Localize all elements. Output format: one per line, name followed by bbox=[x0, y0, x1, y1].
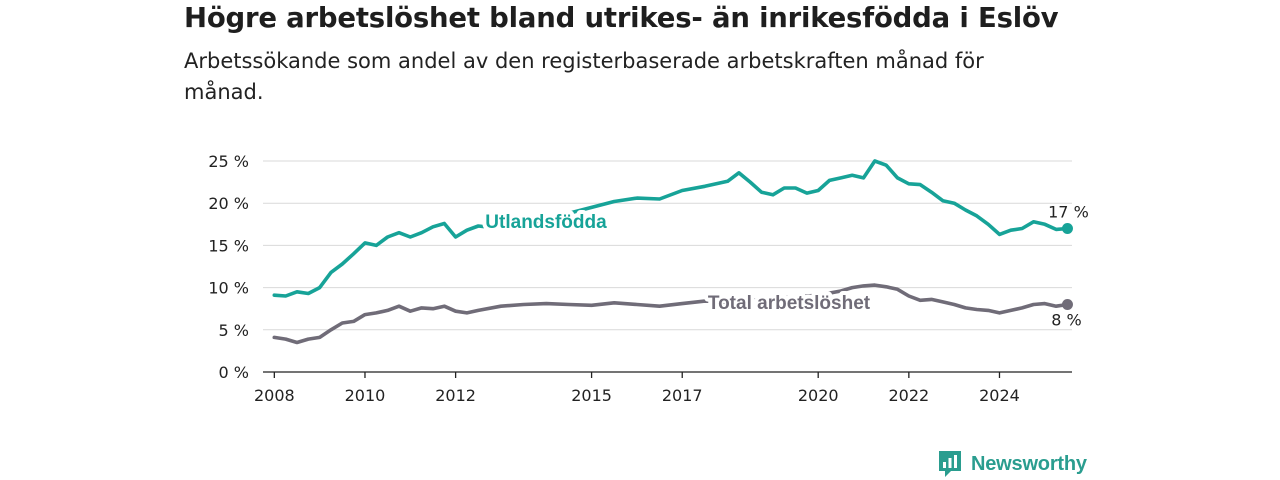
chart-title: Högre arbetslöshet bland utrikes- än inr… bbox=[184, 2, 1059, 34]
y-tick-label: 20 % bbox=[208, 194, 249, 213]
series-line-total-arbetslöshet bbox=[272, 283, 1070, 345]
newsworthy-logo: Newsworthy bbox=[937, 448, 1087, 480]
x-tick-label: 2022 bbox=[888, 386, 929, 405]
x-tick-label: 2020 bbox=[798, 386, 839, 405]
chart-subtitle: Arbetssökande som andel av den registerb… bbox=[184, 49, 984, 104]
series-label-foreign-born: Utlandsfödda bbox=[485, 212, 607, 233]
series-label-total-halo: Total arbetslöshet bbox=[708, 293, 871, 314]
end-label-total: 8 % bbox=[1051, 310, 1081, 329]
x-tick-label: 2024 bbox=[979, 386, 1020, 405]
y-tick-label: 10 % bbox=[208, 279, 249, 298]
y-tick-label: 25 % bbox=[208, 152, 249, 171]
y-tick-label: 5 % bbox=[219, 321, 249, 340]
series-label-total: Total arbetslöshet bbox=[708, 293, 871, 314]
series-label-foreign-born-halo: Utlandsfödda bbox=[485, 212, 607, 233]
end-point-total bbox=[1061, 298, 1073, 310]
x-tick-label: 2012 bbox=[435, 386, 476, 405]
end-label-foreign-born: 17 % bbox=[1048, 203, 1089, 222]
newsworthy-brand: Newsworthy bbox=[971, 452, 1087, 475]
y-tick-label: 0 % bbox=[219, 363, 249, 382]
end-point-foreign-born bbox=[1061, 223, 1073, 235]
newsworthy-logo-icon bbox=[939, 451, 961, 477]
series-line-utlandsfödda bbox=[272, 159, 1070, 298]
x-tick-label: 2010 bbox=[345, 386, 386, 405]
x-tick-label: 2008 bbox=[254, 386, 295, 405]
x-tick-label: 2017 bbox=[662, 386, 703, 405]
y-tick-label: 15 % bbox=[208, 236, 249, 255]
x-tick-label: 2015 bbox=[571, 386, 612, 405]
